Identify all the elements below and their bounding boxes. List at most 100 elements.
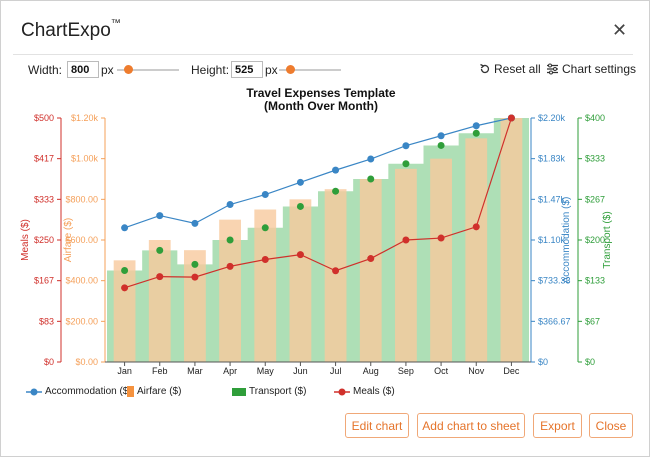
transport-point <box>156 246 164 254</box>
add-chart-to-sheet-button[interactable]: Add chart to sheet <box>417 413 525 438</box>
meals-point <box>437 234 445 242</box>
close-button[interactable]: Close <box>589 413 633 438</box>
height-slider-track[interactable] <box>279 69 341 71</box>
airfare-bar <box>430 158 452 362</box>
meals-point <box>332 267 340 275</box>
accommodation-legend-marker <box>26 388 42 395</box>
accommodation-tick-label: $733.33 <box>538 276 571 286</box>
width-slider-track[interactable] <box>117 69 179 71</box>
accommodation-point <box>437 132 445 140</box>
airfare-tick-label: $800.00 <box>65 194 98 204</box>
accommodation-tick-label: $1.47k <box>538 194 566 204</box>
meals-legend-marker <box>334 388 350 395</box>
transport-area-layer <box>107 118 529 362</box>
transport-point <box>402 160 410 168</box>
height-slider-handle[interactable] <box>286 65 295 74</box>
accommodation-tick-label: $2.20k <box>538 113 566 123</box>
height-input[interactable]: 525 <box>231 61 263 78</box>
legend-accommodation[interactable]: Accommodation ($) <box>26 386 132 397</box>
accommodation-line <box>124 117 512 229</box>
meals-point <box>156 273 164 281</box>
airfare-bar <box>359 179 382 362</box>
reset-icon <box>480 63 490 74</box>
meals-tick-label: $500 <box>34 113 54 123</box>
transport-tick-label: $67 <box>585 316 600 326</box>
airfare-bar <box>395 168 417 362</box>
chart-title: Travel Expenses Template <box>246 86 396 100</box>
x-tick-label: Nov <box>468 366 485 376</box>
reset-all-button[interactable]: Reset all <box>479 62 541 76</box>
airfare-bar <box>289 199 312 362</box>
legend-meals[interactable]: Meals ($) <box>334 386 395 397</box>
meals-tick-label: $0 <box>44 357 54 367</box>
transport-point <box>332 187 340 195</box>
accommodation-tick-label: $1.83k <box>538 154 566 164</box>
transport-tick-label: $333 <box>585 154 605 164</box>
accommodation-axis-title: Accommodation ($) <box>561 197 572 284</box>
legend-airfare-label: Airfare ($) <box>137 386 182 397</box>
legend-transport[interactable]: Transport ($) <box>232 386 306 397</box>
meals-tick-label: $333 <box>34 194 54 204</box>
export-button[interactable]: Export <box>533 413 582 438</box>
x-tick-label: Dec <box>503 366 520 376</box>
meals-point <box>507 114 515 122</box>
x-tick-label: Oct <box>434 366 449 376</box>
accommodation-point <box>472 122 480 130</box>
meals-point <box>402 236 410 244</box>
accommodation-point <box>191 219 199 227</box>
x-tick-label: Apr <box>223 366 237 376</box>
legend-airfare[interactable]: Airfare ($) <box>127 386 181 397</box>
chart-subtitle: (Month Over Month) <box>264 99 378 113</box>
x-tick-label: Jul <box>330 366 342 376</box>
airfare-bar <box>324 189 347 362</box>
axes-layer: $0 $83 $167 $250 $333 $417 $500 Meals ($) $0.00 $… <box>20 113 613 376</box>
chart-canvas: Travel Expenses Template (Month Over Mon… <box>20 86 613 376</box>
meals-line <box>124 117 512 289</box>
accommodation-point <box>367 155 375 163</box>
legend-transport-label: Transport ($) <box>249 386 307 397</box>
chart-settings-label: Chart settings <box>562 62 637 76</box>
sliders-icon <box>547 63 558 75</box>
transport-tick-label: $267 <box>585 194 605 204</box>
meals-tick-label: $250 <box>34 235 54 245</box>
x-tick-label: Aug <box>363 366 379 376</box>
airfare-tick-label: $400.00 <box>65 276 98 286</box>
transport-point <box>226 236 234 244</box>
accommodation-tick-label: $0 <box>538 357 548 367</box>
accommodation-point <box>296 178 304 186</box>
x-tick-label: Jan <box>117 366 132 376</box>
x-tick-label: Feb <box>152 366 168 376</box>
airfare-tick-label: $600.00 <box>65 235 98 245</box>
width-unit: px <box>101 63 114 77</box>
width-slider-handle[interactable] <box>124 65 133 74</box>
airfare-tick-label: $1.20k <box>71 113 99 123</box>
airfare-bar <box>254 209 277 362</box>
close-icon[interactable]: ✕ <box>612 20 628 40</box>
meals-tick-label: $417 <box>34 154 54 164</box>
width-input[interactable]: 800 <box>67 61 99 78</box>
airfare-tick-label: $1.00k <box>71 154 99 164</box>
airfare-bars-layer <box>113 118 523 362</box>
meals-tick-label: $167 <box>34 276 54 286</box>
height-unit: px <box>265 63 278 77</box>
airfare-bar <box>465 138 488 362</box>
transport-legend-swatch <box>232 387 246 396</box>
meals-point <box>191 273 199 281</box>
trademark-sign: ™ <box>110 18 121 29</box>
x-tick-label: Mar <box>187 366 203 376</box>
lines-layer <box>121 114 515 292</box>
accommodation-tick-label: $1.10k <box>538 235 566 245</box>
edit-chart-button[interactable]: Edit chart <box>345 413 409 438</box>
accommodation-point <box>226 201 234 209</box>
transport-tick-label: $200 <box>585 235 605 245</box>
app-name: ChartExpo <box>21 20 111 41</box>
meals-point <box>121 284 129 292</box>
accommodation-point <box>402 142 410 150</box>
airfare-tick-label: $200.00 <box>65 316 98 326</box>
transport-tick-label: $0 <box>585 357 595 367</box>
legend-meals-label: Meals ($) <box>353 386 395 397</box>
accommodation-point <box>156 212 164 220</box>
transport-area <box>107 118 529 362</box>
chart-settings-button[interactable]: Chart settings <box>546 62 636 76</box>
